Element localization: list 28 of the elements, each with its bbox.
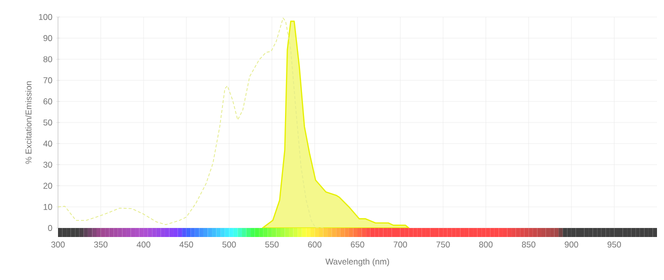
- x-tick-label: 450: [179, 242, 194, 248]
- x-tick-label: 800: [479, 242, 493, 248]
- x-tick-label: 950: [608, 242, 621, 248]
- x-tick-label: 700: [394, 242, 408, 248]
- y-tick-label: 70: [44, 77, 52, 84]
- x-tick-label: 400: [136, 242, 150, 248]
- x-axis-title: Wavelength (nm): [325, 258, 390, 266]
- line-series: [58, 18, 324, 228]
- y-tick-label: 0: [48, 225, 52, 231]
- y-tick-label: 100: [38, 14, 52, 20]
- x-tick-label: 650: [350, 242, 364, 248]
- x-tick-label: 600: [308, 242, 322, 248]
- y-axis-title: % Excitation/Emission: [25, 81, 32, 164]
- x-tick-label: 350: [94, 242, 108, 248]
- x-tick-label: 900: [564, 242, 578, 248]
- y-tick-label: 40: [43, 140, 52, 147]
- y-tick-label: 30: [43, 162, 52, 168]
- x-tick-label: 750: [436, 242, 450, 248]
- y-tick-label: 10: [44, 204, 52, 210]
- y-tick-label: 20: [43, 182, 52, 189]
- y-tick-label: 80: [43, 56, 52, 62]
- x-tick-label: 300: [51, 242, 65, 248]
- x-tick-label: 850: [522, 242, 536, 248]
- y-tick-label: 90: [43, 35, 52, 42]
- y-tick-label: 60: [44, 98, 52, 104]
- x-tick-label: 500: [222, 242, 236, 248]
- x-tick-label: 550: [265, 242, 279, 248]
- y-tick-label: 50: [43, 120, 52, 126]
